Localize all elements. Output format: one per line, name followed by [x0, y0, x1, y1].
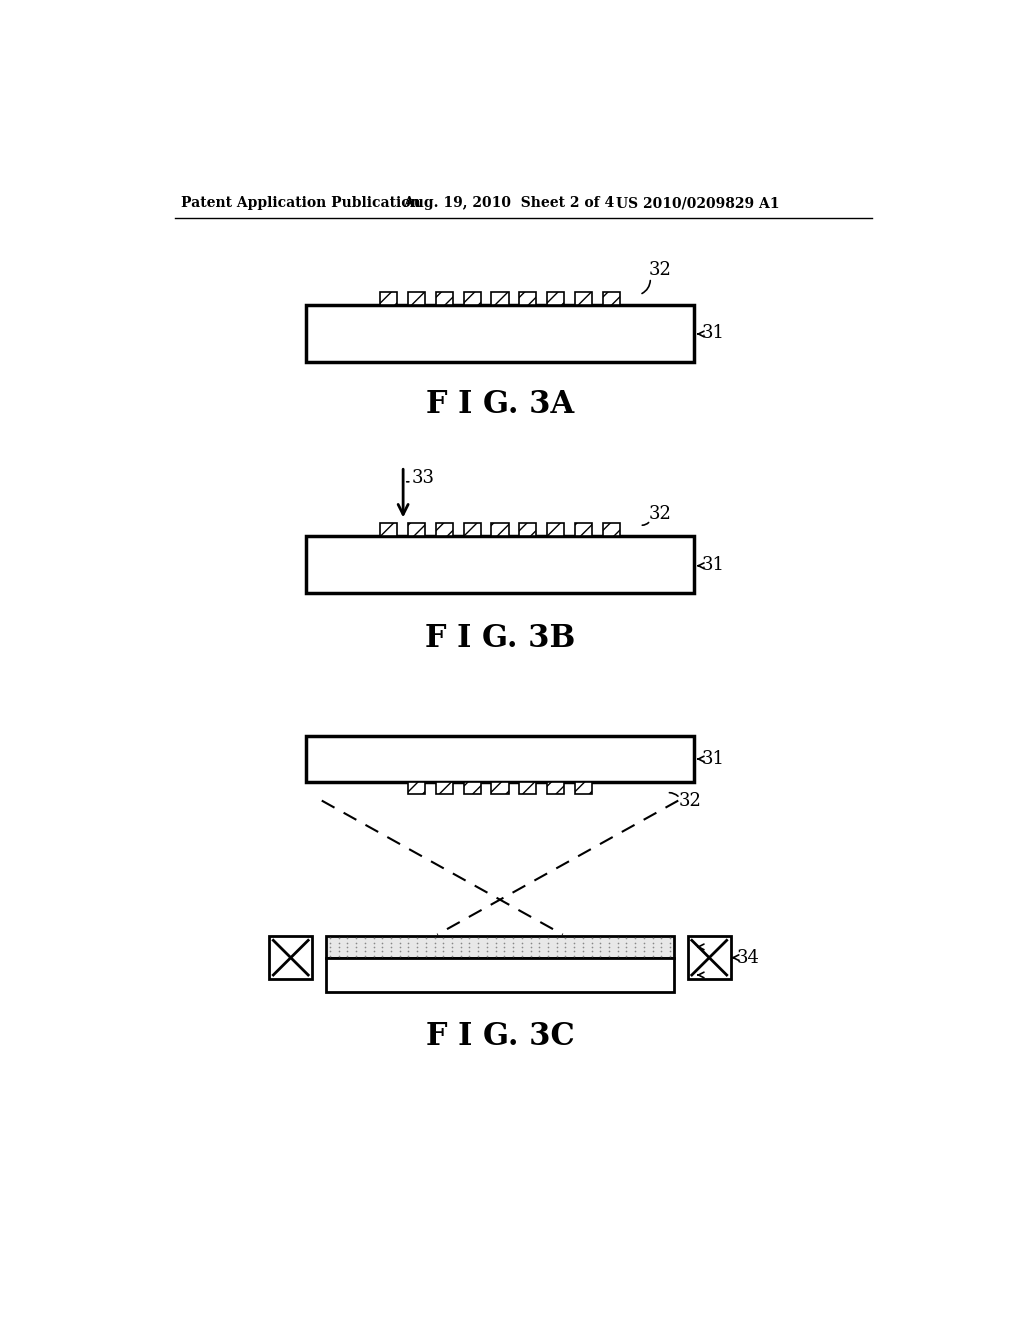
Bar	[575, 524, 592, 536]
Text: Aug. 19, 2010  Sheet 2 of 4: Aug. 19, 2010 Sheet 2 of 4	[403, 197, 614, 210]
Bar	[408, 293, 425, 305]
Bar	[547, 524, 564, 536]
Bar	[519, 781, 537, 795]
Bar	[408, 781, 425, 795]
Bar	[519, 293, 537, 305]
Bar	[435, 781, 453, 795]
Bar	[575, 781, 592, 795]
Bar	[492, 781, 509, 795]
Bar	[603, 524, 621, 536]
Text: 32: 32	[649, 261, 672, 279]
Bar	[326, 936, 675, 958]
Bar	[547, 781, 564, 795]
Text: 33: 33	[412, 469, 434, 487]
Text: 35: 35	[701, 966, 724, 983]
Bar	[688, 936, 730, 979]
Text: 32: 32	[649, 506, 672, 523]
Bar	[464, 524, 480, 536]
Bar	[492, 293, 509, 305]
Bar	[306, 536, 693, 594]
Bar	[380, 293, 397, 305]
Text: 31: 31	[701, 750, 725, 768]
Bar	[464, 781, 480, 795]
Text: US 2010/0209829 A1: US 2010/0209829 A1	[616, 197, 779, 210]
Text: F I G. 3A: F I G. 3A	[426, 389, 574, 420]
Text: 31: 31	[701, 325, 725, 342]
Text: 36: 36	[701, 939, 725, 956]
Bar	[603, 293, 621, 305]
Bar	[435, 524, 453, 536]
Text: 31: 31	[701, 556, 725, 574]
Text: Patent Application Publication: Patent Application Publication	[180, 197, 420, 210]
Text: 32: 32	[678, 792, 701, 809]
Bar	[435, 293, 453, 305]
Text: F I G. 3C: F I G. 3C	[426, 1020, 574, 1052]
Text: F I G. 3B: F I G. 3B	[425, 623, 575, 655]
Bar	[306, 305, 693, 363]
Bar	[408, 524, 425, 536]
Bar	[380, 524, 397, 536]
Bar	[575, 293, 592, 305]
Bar	[306, 737, 693, 781]
Bar	[547, 293, 564, 305]
Bar	[464, 293, 480, 305]
Text: 34: 34	[736, 949, 760, 966]
Bar	[269, 936, 312, 979]
Bar	[519, 524, 537, 536]
Bar	[326, 958, 675, 993]
Bar	[492, 524, 509, 536]
